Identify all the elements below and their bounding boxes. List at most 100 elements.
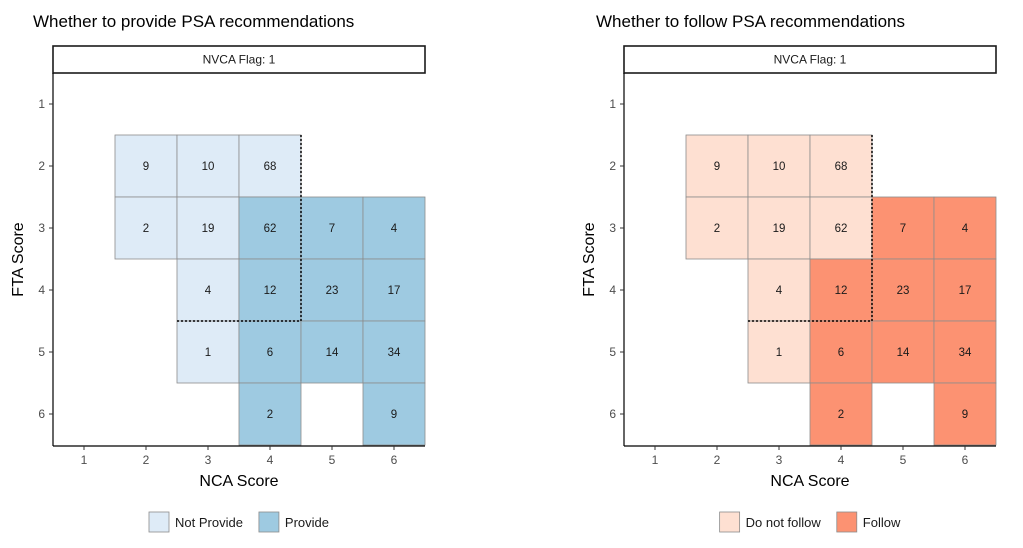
cell-count-label: 17: [388, 285, 401, 297]
cell-count-label: 2: [838, 409, 844, 421]
x-axis-title: NCA Score: [770, 473, 849, 490]
y-tick-label: 3: [38, 221, 45, 235]
cell-count-label: 9: [714, 161, 720, 173]
cell-count-label: 6: [267, 347, 273, 359]
heatmap-cell: [685, 134, 749, 198]
legend-swatch: [836, 511, 858, 533]
heatmap-cell: [176, 258, 240, 322]
y-tick-label: 5: [38, 345, 45, 359]
cell-count-label: 4: [776, 285, 783, 297]
cell-count-label: 12: [835, 285, 848, 297]
decision-boundary-line: [177, 135, 302, 322]
legend-label: Provide: [285, 515, 329, 530]
cell-count-label: 12: [264, 285, 277, 297]
y-tick-label: 4: [38, 283, 45, 297]
heatmap-cell: [933, 196, 997, 260]
y-tick-label: 5: [609, 345, 616, 359]
heatmap-cell: [362, 320, 426, 384]
heatmap-cell: [176, 196, 240, 260]
cell-count-label: 9: [391, 409, 397, 421]
legend: Not Provide Provide: [148, 511, 329, 533]
cell-count-label: 17: [959, 285, 972, 297]
cell-count-label: 68: [264, 161, 277, 173]
heatmap-cell: [114, 134, 178, 198]
facet-strip-label: NVCA Flag: 1: [203, 53, 276, 67]
y-tick-label: 1: [38, 97, 45, 111]
legend-swatch: [148, 511, 170, 533]
chart-panel-1: Whether to provide PSA recommendations NV…: [10, 12, 426, 533]
cell-count-label: 2: [714, 223, 720, 235]
heatmap-cell: [809, 382, 873, 446]
cell-count-label: 2: [143, 223, 149, 235]
y-axis-title: FTA Score: [581, 222, 598, 296]
heatmap-cell: [809, 258, 873, 322]
cell-count-label: 62: [835, 223, 848, 235]
legend-swatch: [719, 511, 741, 533]
legend-label: Not Provide: [175, 515, 243, 530]
cell-count-label: 4: [205, 285, 212, 297]
x-tick-label: 6: [962, 453, 969, 467]
x-tick-label: 2: [143, 453, 150, 467]
cell-count-label: 14: [326, 347, 339, 359]
cell-count-label: 23: [897, 285, 910, 297]
x-tick-label: 4: [267, 453, 274, 467]
cell-count-label: 14: [897, 347, 910, 359]
heatmap-cell: [176, 134, 240, 198]
x-tick-label: 2: [714, 453, 721, 467]
cell-count-label: 68: [835, 161, 848, 173]
legend-swatch: [258, 511, 280, 533]
heatmap-cell: [238, 382, 302, 446]
x-tick-label: 1: [652, 453, 659, 467]
x-tick-label: 3: [776, 453, 783, 467]
cell-count-label: 10: [773, 161, 786, 173]
chart-title: Whether to follow PSA recommendations: [596, 12, 905, 31]
legend-label: Do not follow: [746, 515, 822, 530]
x-tick-label: 5: [329, 453, 336, 467]
y-tick-label: 6: [609, 407, 616, 421]
cell-count-label: 4: [962, 223, 969, 235]
cell-count-label: 6: [838, 347, 844, 359]
chart-title: Whether to provide PSA recommendations: [33, 12, 354, 31]
cell-count-label: 10: [202, 161, 215, 173]
cell-count-label: 9: [143, 161, 149, 173]
heatmap-cell: [300, 258, 364, 322]
heatmap-cell: [933, 258, 997, 322]
heatmap-cell: [300, 320, 364, 384]
heatmap-cell: [809, 134, 873, 198]
x-tick-label: 6: [391, 453, 398, 467]
y-tick-label: 2: [609, 159, 616, 173]
heatmap-cell: [362, 382, 426, 446]
cell-count-label: 19: [773, 223, 786, 235]
cell-count-label: 1: [776, 347, 782, 359]
heatmap-cell: [176, 320, 240, 384]
heatmap-cell: [685, 196, 749, 260]
cell-count-label: 19: [202, 223, 215, 235]
heatmap-cell: [933, 382, 997, 446]
heatmap-cell: [871, 196, 935, 260]
facet-strip: [623, 45, 997, 74]
y-tick-label: 2: [38, 159, 45, 173]
cell-count-label: 4: [391, 223, 398, 235]
cell-count-label: 34: [959, 347, 972, 359]
cell-count-label: 9: [962, 409, 968, 421]
y-tick-label: 6: [38, 407, 45, 421]
x-tick-label: 4: [838, 453, 845, 467]
cell-count-label: 23: [326, 285, 339, 297]
facet-strip: [52, 45, 426, 74]
facet-strip-label: NVCA Flag: 1: [774, 53, 847, 67]
cell-count-label: 34: [388, 347, 401, 359]
cell-count-label: 7: [900, 223, 906, 235]
y-tick-label: 1: [609, 97, 616, 111]
heatmap-cell: [362, 258, 426, 322]
x-tick-label: 5: [900, 453, 907, 467]
heatmap-cell: [238, 134, 302, 198]
x-axis-title: NCA Score: [199, 473, 278, 490]
cell-count-label: 1: [205, 347, 211, 359]
decision-boundary-line: [748, 135, 873, 322]
heatmap-cell: [871, 320, 935, 384]
y-tick-label: 3: [609, 221, 616, 235]
x-tick-label: 3: [205, 453, 212, 467]
y-tick-label: 4: [609, 283, 616, 297]
cell-count-label: 2: [267, 409, 273, 421]
